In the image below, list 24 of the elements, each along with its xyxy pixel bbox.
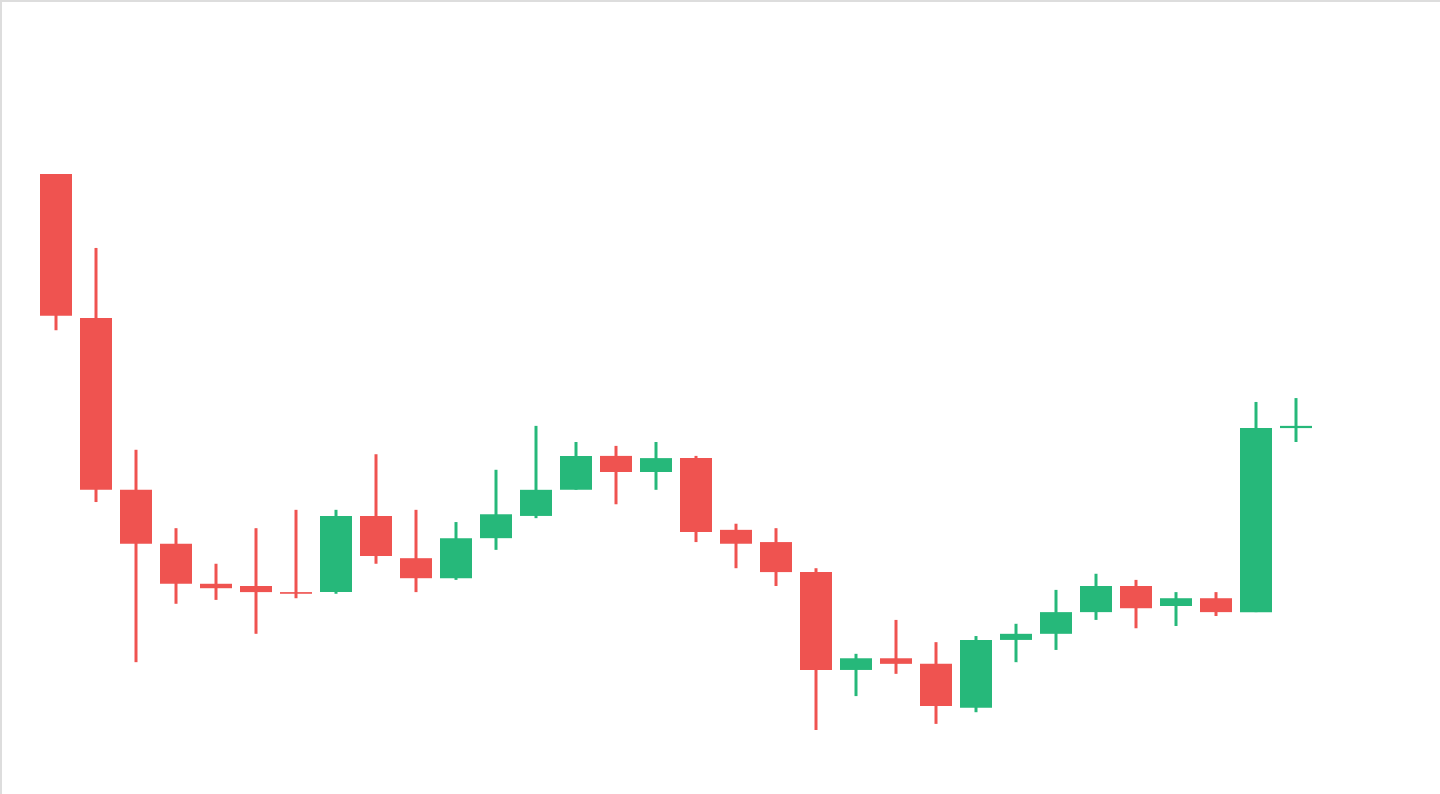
candlestick bbox=[600, 444, 632, 506]
candlestick bbox=[840, 652, 872, 698]
candlestick bbox=[1120, 578, 1152, 630]
candlestick bbox=[760, 526, 792, 588]
candlestick bbox=[1200, 590, 1232, 618]
candlestick bbox=[400, 508, 432, 594]
candlestick bbox=[1000, 622, 1032, 664]
candlestick bbox=[920, 640, 952, 726]
candlestick bbox=[160, 526, 192, 606]
candlestick bbox=[280, 508, 312, 600]
candlestick bbox=[480, 468, 512, 552]
candlestick bbox=[440, 520, 472, 582]
candlestick bbox=[1080, 572, 1112, 622]
candlestick bbox=[1040, 588, 1072, 652]
candlestick bbox=[200, 562, 232, 602]
candlestick bbox=[520, 424, 552, 520]
candlestick bbox=[360, 452, 392, 566]
candlestick bbox=[720, 522, 752, 570]
candlestick bbox=[880, 618, 912, 676]
candlestick bbox=[640, 440, 672, 492]
candlestick bbox=[240, 526, 272, 636]
candlestick bbox=[560, 440, 592, 492]
candlestick bbox=[1160, 590, 1192, 628]
candlestick bbox=[1280, 396, 1312, 444]
